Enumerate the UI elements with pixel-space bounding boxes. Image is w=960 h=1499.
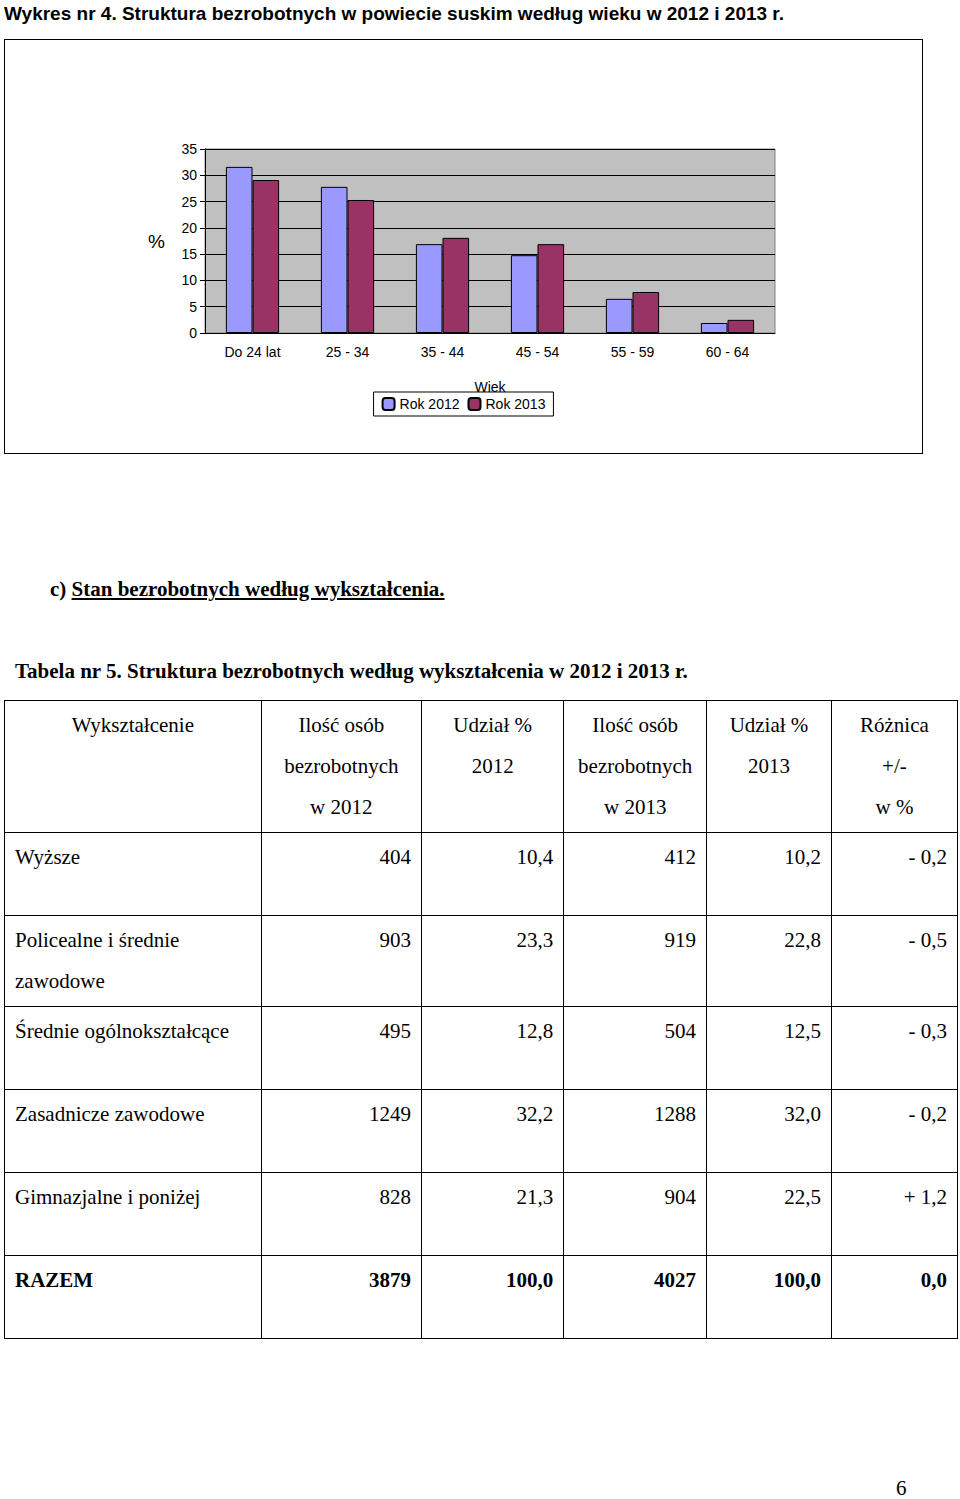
html-text:0,0: 0,0 xyxy=(920,1268,947,1292)
html-text:23,3: 23,3 xyxy=(516,928,554,952)
html-text:2012: 2012 xyxy=(471,754,514,778)
html-text:RAZEM: RAZEM xyxy=(15,1268,94,1292)
html-text:bezrobotnych: bezrobotnych xyxy=(578,754,693,778)
html-text:21,3: 21,3 xyxy=(516,1185,554,1209)
html-text:903: 903 xyxy=(379,928,411,952)
html-text:Różnica: Różnica xyxy=(860,713,929,737)
svg-text:0: 0 xyxy=(189,325,197,341)
svg-text:10: 10 xyxy=(181,272,197,288)
html-text:bezrobotnych: bezrobotnych xyxy=(284,754,399,778)
html-text:10,4: 10,4 xyxy=(516,845,554,869)
html-text:w 2013: w 2013 xyxy=(604,795,667,819)
html-text:Gimnazjalne i poniżej: Gimnazjalne i poniżej xyxy=(15,1185,201,1209)
svg-text:60 - 64: 60 - 64 xyxy=(706,344,750,360)
html-text:- 0,5: - 0,5 xyxy=(908,928,947,952)
svg-text:5: 5 xyxy=(189,299,197,315)
svg-text:55 - 59: 55 - 59 xyxy=(611,344,655,360)
html-text:Tabela nr 5. Struktura bezrobo: Tabela nr 5. Struktura bezrobotnych wedł… xyxy=(15,659,688,683)
html-text:3879: 3879 xyxy=(369,1268,411,1292)
html-text:32,2: 32,2 xyxy=(516,1102,554,1126)
html-text:Wykres nr 4. Struktura bezrobo: Wykres nr 4. Struktura bezrobotnych w po… xyxy=(4,3,784,24)
svg-text:20: 20 xyxy=(181,220,197,236)
svg-text:25: 25 xyxy=(181,194,197,210)
html-text:Średnie ogólnokształcące: Średnie ogólnokształcące xyxy=(15,1019,229,1043)
html-text:Udział %: Udział % xyxy=(729,713,809,737)
html-text:+ 1,2: + 1,2 xyxy=(903,1185,947,1209)
html-text:Zasadnicze zawodowe: Zasadnicze zawodowe xyxy=(15,1102,205,1126)
html-text:- 0,2: - 0,2 xyxy=(908,1102,947,1126)
html-text:100,0: 100,0 xyxy=(773,1268,821,1292)
html-text:c) Stan bezrobotnych według wy: c) Stan bezrobotnych według wykształceni… xyxy=(50,577,445,601)
html-text:904: 904 xyxy=(664,1185,697,1209)
html-text:- 0,3: - 0,3 xyxy=(908,1019,947,1043)
html-text:12,5: 12,5 xyxy=(784,1019,821,1043)
html-text:Udział %: Udział % xyxy=(453,713,532,737)
html-text:1249: 1249 xyxy=(369,1102,411,1126)
html-text:919: 919 xyxy=(664,928,697,952)
svg-text:35: 35 xyxy=(181,141,197,157)
html-text:Ilość osób: Ilość osób xyxy=(592,713,679,737)
svg-text:Rok 2012: Rok 2012 xyxy=(400,396,460,412)
html-text:10,2: 10,2 xyxy=(784,845,821,869)
html-text:1288: 1288 xyxy=(654,1102,697,1126)
svg-text:Wiek: Wiek xyxy=(474,379,506,395)
html-text:504: 504 xyxy=(664,1019,697,1043)
html-text:Ilość osób: Ilość osób xyxy=(298,713,385,737)
html-text:828: 828 xyxy=(379,1185,411,1209)
svg-text:25 - 34: 25 - 34 xyxy=(326,344,370,360)
html-text:495: 495 xyxy=(379,1019,411,1043)
html-text:12,8: 12,8 xyxy=(516,1019,554,1043)
html-text:32,0: 32,0 xyxy=(784,1102,821,1126)
html-text:Wykształcenie: Wykształcenie xyxy=(71,713,194,737)
html-text:Policealne i średnie zawodowe: Policealne i średnie zawodowe xyxy=(15,928,180,993)
html-text:100,0: 100,0 xyxy=(506,1268,554,1292)
html-text:4027: 4027 xyxy=(654,1268,697,1292)
html-text:6: 6 xyxy=(896,1476,907,1499)
svg-text:45 - 54: 45 - 54 xyxy=(516,344,560,360)
html-text:2013: 2013 xyxy=(748,754,790,778)
html-text:w 2012: w 2012 xyxy=(310,795,373,819)
html-text:- 0,2: - 0,2 xyxy=(908,845,947,869)
svg-text:35 - 44: 35 - 44 xyxy=(421,344,465,360)
html-text:Wyższe: Wyższe xyxy=(15,845,81,869)
html-text:404: 404 xyxy=(379,845,411,869)
svg-text:Do 24 lat: Do 24 lat xyxy=(224,344,280,360)
html-text:w %: w % xyxy=(875,795,914,819)
html-text:22,5: 22,5 xyxy=(784,1185,821,1209)
svg-text:%: % xyxy=(148,231,165,252)
svg-text:15: 15 xyxy=(181,246,197,262)
svg-text:Rok 2013: Rok 2013 xyxy=(486,396,546,412)
html-text:412: 412 xyxy=(664,845,697,869)
svg-text:30: 30 xyxy=(181,167,197,183)
html-text:22,8: 22,8 xyxy=(784,928,821,952)
